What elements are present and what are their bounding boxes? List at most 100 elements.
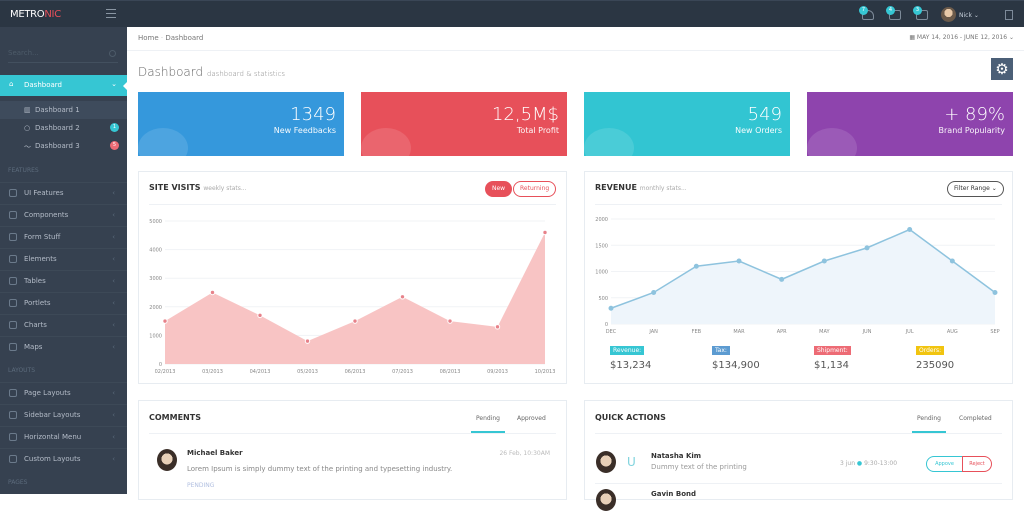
stat-card[interactable]: 1349 New Feedbacks — [138, 92, 344, 156]
comment-author[interactable]: Michael Baker — [187, 449, 243, 457]
logo[interactable]: METRONIC — [10, 9, 61, 20]
chevron-down-icon: ⌄ — [111, 80, 117, 88]
stat-icon — [361, 128, 411, 156]
sidebar-item-form-stuff[interactable]: Form Stuff ‹ — [0, 226, 127, 248]
stat-card[interactable]: 12,5M$ Total Profit — [361, 92, 567, 156]
site-visits-panel: SITE VISITS weekly stats... New Returnin… — [138, 171, 567, 384]
menu-icon — [9, 211, 17, 219]
date-range-picker[interactable]: ▦ MAY 14, 2016 - JUNE 12, 2016 ⌄ — [909, 34, 1014, 41]
top-bar: METRONIC 7 4 3 Nick ⌄ — [0, 0, 1024, 27]
divider — [149, 204, 556, 205]
sidebar-item-dashboard[interactable]: ⌂ Dashboard ⌄ — [0, 75, 128, 96]
sidebar-item-portlets[interactable]: Portlets ‹ — [0, 292, 127, 314]
filter-range-dropdown[interactable]: Filter Range ⌄ — [947, 181, 1004, 197]
stat-icon — [807, 128, 857, 156]
tab-completed[interactable]: Completed — [959, 415, 992, 422]
sidebar-item-maps[interactable]: Maps ‹ — [0, 336, 127, 358]
chevron-left-icon: ‹ — [112, 189, 115, 197]
notification-badge: 7 — [859, 6, 868, 15]
action-text: Dummy text of the printing — [651, 463, 747, 471]
breadcrumb: Home · Dashboard — [138, 34, 204, 42]
sidebar: Search... ⌂ Dashboard ⌄ ▥ Dashboard 1 ○ Dash… — [0, 27, 128, 494]
avatar[interactable] — [941, 7, 956, 22]
tab-pending[interactable]: Pending — [471, 415, 505, 433]
tab-pending[interactable]: Pending — [912, 415, 946, 433]
reject-button[interactable]: Reject — [962, 456, 992, 472]
chevron-left-icon: ‹ — [112, 343, 115, 351]
sidebar-item-charts[interactable]: Charts ‹ — [0, 314, 127, 336]
action-name[interactable]: Natasha Kim — [651, 452, 702, 460]
user-menu[interactable]: Nick ⌄ — [959, 12, 979, 19]
sidebar-item-horizontal-menu[interactable]: Horizontal Menu ‹ — [0, 426, 127, 448]
divider — [595, 204, 1002, 205]
sidebar-item-ui-features[interactable]: UI Features ‹ — [0, 182, 127, 204]
menu-icon — [9, 299, 17, 307]
comment-date: 26 Feb, 10:30AM — [499, 450, 550, 457]
menu-icon — [9, 255, 17, 263]
search-input[interactable]: Search... — [8, 49, 118, 63]
envelope-icon[interactable] — [889, 10, 901, 20]
search-icon[interactable] — [109, 50, 116, 57]
divider — [127, 50, 1024, 51]
breadcrumb-home[interactable]: Home — [138, 34, 159, 42]
sidebar-item-page-layouts[interactable]: Page Layouts ‹ — [0, 382, 127, 404]
avatar — [157, 449, 177, 471]
legend-label: Orders: — [916, 346, 945, 355]
menu-icon — [9, 233, 17, 241]
sidebar-item-elements[interactable]: Elements ‹ — [0, 248, 127, 270]
divider — [595, 433, 1002, 434]
gear-icon: ⚙ — [995, 60, 1009, 78]
legend-label: Revenue: — [610, 346, 645, 355]
inbox-badge: 4 — [886, 6, 895, 15]
approve-button[interactable]: Appove — [926, 456, 963, 472]
action-name[interactable]: Gavin Bond — [651, 490, 696, 498]
logout-icon[interactable] — [1005, 10, 1013, 20]
panel-title: QUICK ACTIONS — [595, 413, 666, 422]
magnet-icon: U — [627, 455, 636, 469]
chevron-left-icon: ‹ — [112, 411, 115, 419]
menu-icon — [9, 189, 17, 197]
page-title: Dashboard dashboard & statistics — [138, 65, 286, 79]
menu-icon — [9, 277, 17, 285]
chevron-left-icon: ‹ — [112, 321, 115, 329]
calendar-icon[interactable] — [916, 10, 928, 20]
returning-button[interactable]: Returning — [513, 181, 557, 197]
stat-card[interactable]: + 89% Brand Popularity — [807, 92, 1013, 156]
new-button[interactable]: New — [485, 181, 513, 197]
chevron-left-icon: ‹ — [112, 433, 115, 441]
sidebar-item-tables[interactable]: Tables ‹ — [0, 270, 127, 292]
stat-icon — [584, 128, 634, 156]
sidebar-item-custom-layouts[interactable]: Custom Layouts ‹ — [0, 448, 127, 470]
bulb-icon: ○ — [24, 124, 31, 132]
badge: 5 — [110, 141, 119, 150]
chevron-left-icon: ‹ — [112, 233, 115, 241]
legend-label: Tax: — [712, 346, 730, 355]
legend-label: Shipment: — [814, 346, 851, 355]
sidebar-item-dashboard-1[interactable]: ▥ Dashboard 1 — [0, 101, 127, 119]
section-heading: PAGES — [8, 479, 28, 486]
legend-value: $134,900 — [712, 360, 760, 371]
menu-icon — [9, 433, 17, 441]
revenue-panel: REVENUE monthly stats... Filter Range ⌄ — [584, 171, 1013, 384]
stat-card[interactable]: 549 New Orders — [584, 92, 790, 156]
panel-title: REVENUE monthly stats... — [595, 183, 687, 192]
settings-button[interactable]: ⚙ — [991, 58, 1013, 80]
sidebar-item-sidebar-layouts[interactable]: Sidebar Layouts ‹ — [0, 404, 127, 426]
badge: 1 — [110, 123, 119, 132]
section-heading: FEATURES — [8, 167, 39, 174]
menu-icon — [9, 389, 17, 397]
graph-icon: 〜 — [24, 143, 31, 151]
legend-value: 235090 — [916, 360, 955, 371]
comment-status: PENDING — [187, 482, 215, 489]
bell-icon[interactable] — [862, 10, 874, 20]
tab-approved[interactable]: Approved — [517, 415, 546, 422]
menu-toggle-icon[interactable] — [106, 9, 116, 18]
tasks-badge: 3 — [913, 6, 922, 15]
menu-icon — [9, 321, 17, 329]
bar-chart-icon: ▥ — [24, 106, 31, 114]
section-heading: LAYOUTS — [8, 367, 36, 374]
sidebar-item-components[interactable]: Components ‹ — [0, 204, 127, 226]
stat-icon — [138, 128, 188, 156]
